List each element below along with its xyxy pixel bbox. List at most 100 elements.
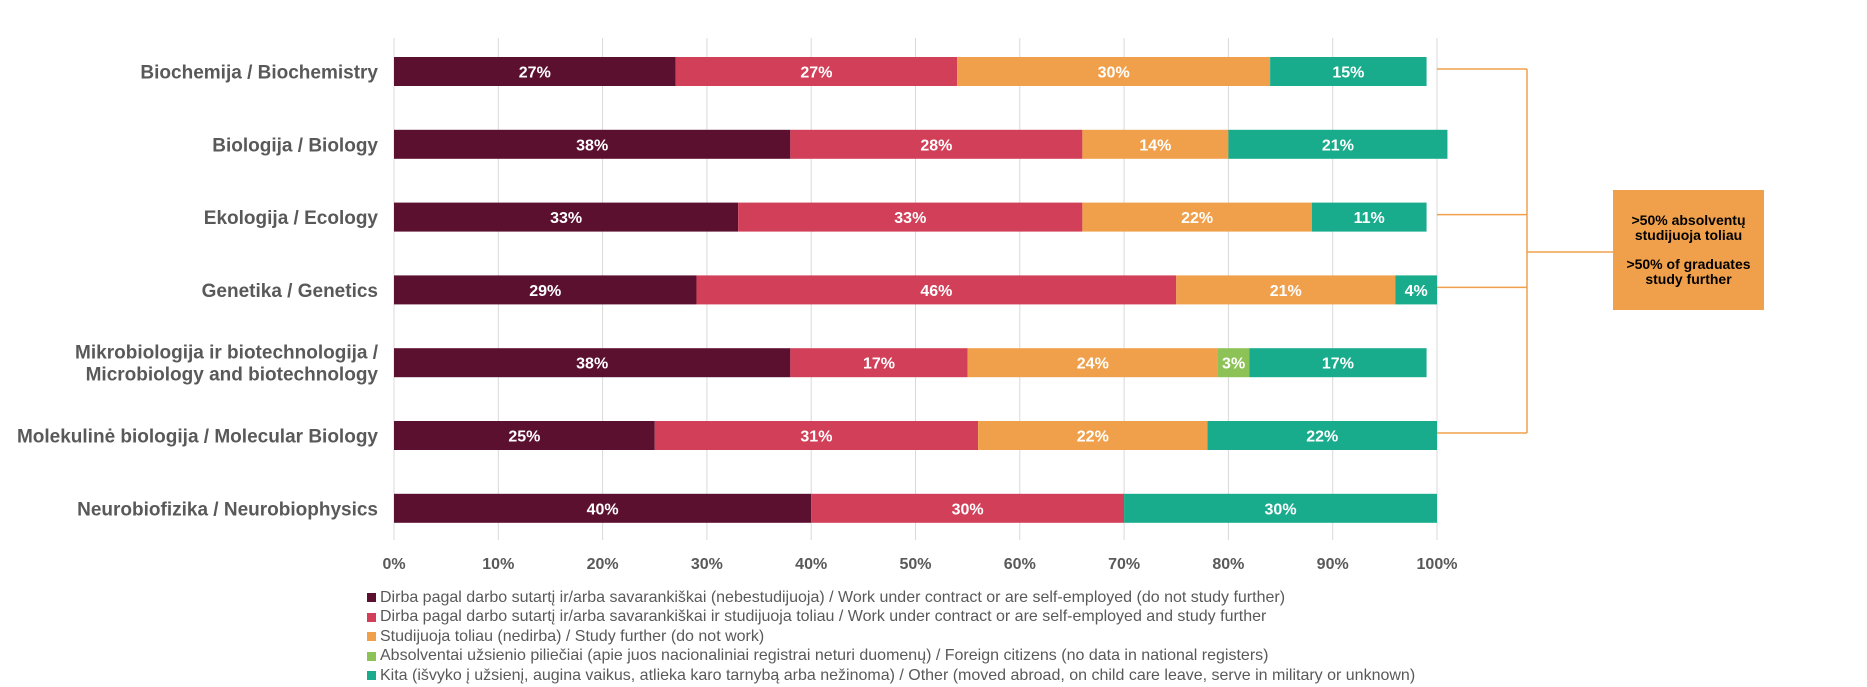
data-label: 27% — [800, 65, 832, 82]
x-tick-label: 60% — [1004, 556, 1036, 573]
note-box: >50% absolventų studijuoja toliau >50% o… — [1613, 190, 1764, 310]
data-label: 40% — [587, 501, 619, 518]
data-label: 30% — [952, 501, 984, 518]
legend-swatch — [367, 593, 376, 603]
legend-item: Dirba pagal darbo sutartį ir/arba savara… — [367, 608, 1415, 628]
data-label: 24% — [1077, 356, 1109, 373]
legend-label: Dirba pagal darbo sutartį ir/arba savara… — [380, 588, 1286, 606]
data-label: 4% — [1405, 283, 1428, 300]
bar-segment — [790, 129, 1083, 159]
x-tick-label: 30% — [691, 556, 723, 573]
legend-swatch — [367, 651, 376, 661]
data-label: 38% — [576, 356, 608, 373]
note-bracket — [1437, 68, 1613, 434]
bar-segment — [394, 421, 655, 450]
bar-segment — [1228, 129, 1448, 159]
x-tick-label: 10% — [482, 556, 514, 573]
bar-segment — [1395, 275, 1437, 305]
data-label: 22% — [1181, 210, 1213, 227]
data-label: 33% — [550, 210, 582, 227]
legend-swatch — [367, 612, 376, 622]
x-tick-label: 50% — [899, 556, 931, 573]
bar-segment — [957, 57, 1271, 86]
data-label: 38% — [576, 137, 608, 154]
x-axis-ticks: 0% 10% 20% 30% 40% 50% 60% 70% 80% 90% 100% — [382, 556, 1457, 573]
bar-segment — [394, 202, 739, 232]
data-label: 46% — [920, 283, 952, 300]
data-label: 21% — [1270, 283, 1302, 300]
category-label: Genetika / Genetics — [202, 281, 378, 302]
data-label: 30% — [1265, 501, 1297, 518]
legend-item: Kita (išvyko į užsienį, augina vaikus, a… — [367, 666, 1415, 686]
data-label: 11% — [1354, 210, 1385, 227]
bar-segment — [1217, 348, 1250, 378]
bar-segment — [394, 493, 812, 523]
data-label: 33% — [894, 210, 926, 227]
note-line-3: >50% of graduates — [1626, 256, 1751, 272]
data-label: 22% — [1306, 429, 1338, 446]
data-label: 27% — [519, 65, 551, 82]
bar-segment — [696, 275, 1177, 305]
category-label: Molekulinė biologija / Molecular Biology — [17, 427, 378, 448]
note-line-1: >50% absolventų — [1631, 212, 1746, 228]
category-label: Biologija / Biology — [212, 135, 378, 156]
x-tick-label: 70% — [1108, 556, 1140, 573]
bar-segment — [811, 493, 1125, 523]
category-label: Biochemija / Biochemistry — [140, 63, 378, 84]
bar-segment — [1082, 129, 1229, 159]
x-tick-label: 80% — [1212, 556, 1244, 573]
note-line-2: studijuoja toliau — [1634, 227, 1743, 243]
category-label: Ekologija / Ecology — [204, 208, 379, 229]
data-label: 28% — [920, 137, 952, 154]
bar-segment — [654, 421, 979, 450]
data-label: 31% — [800, 429, 832, 446]
x-tick-label: 40% — [795, 556, 827, 573]
legend-item: Studijuoja toliau (nedirba) / Study furt… — [367, 627, 1415, 647]
bar-segment — [394, 275, 697, 305]
x-tick-label: 90% — [1317, 556, 1349, 573]
bar-segment — [1176, 275, 1396, 305]
data-label: 29% — [529, 283, 561, 300]
bar-segment — [1270, 57, 1427, 86]
bar-segment — [790, 348, 968, 378]
data-label: 22% — [1077, 429, 1109, 446]
category-label: Neurobiofizika / Neurobiophysics — [77, 499, 378, 520]
bar-segment — [978, 421, 1208, 450]
data-label: 17% — [863, 356, 895, 373]
legend-label: Absolventai užsienio piliečiai (apie juo… — [380, 647, 1269, 665]
data-label: 17% — [1322, 356, 1354, 373]
category-labels: Biochemija / Biochemistry Biologija / Bio… — [17, 63, 379, 521]
bar-segment — [1124, 493, 1437, 523]
x-tick-label: 100% — [1417, 556, 1458, 573]
x-tick-label: 20% — [587, 556, 619, 573]
legend-item: Absolventai užsienio piliečiai (apie juo… — [367, 647, 1415, 667]
x-tick-label: 0% — [382, 556, 405, 573]
data-label: 14% — [1139, 137, 1171, 154]
bar-layer: 27% 27% 30% 15% 38% 28% 14% 21% 33% 33% 22% 11% 29% 4… — [394, 57, 1448, 523]
legend-label: Dirba pagal darbo sutartį ir/arba savara… — [380, 608, 1267, 626]
bar-segment — [394, 57, 676, 86]
legend-label: Studijuoja toliau (nedirba) / Study furt… — [380, 627, 765, 645]
data-label: 21% — [1322, 137, 1354, 154]
data-label: 30% — [1098, 65, 1130, 82]
bar-segment — [1249, 348, 1427, 378]
data-label: 15% — [1332, 65, 1364, 82]
bar-segment — [738, 202, 1083, 232]
legend-swatch — [367, 671, 376, 681]
data-label: 25% — [508, 429, 540, 446]
bar-segment — [1311, 202, 1427, 232]
legend-label: Kita (išvyko į užsienį, augina vaikus, a… — [380, 666, 1416, 684]
legend-swatch — [367, 632, 376, 642]
category-label: Mikrobiologija ir biotechnologija / Micro… — [75, 343, 379, 386]
bar-segment — [967, 348, 1218, 378]
legend: Dirba pagal darbo sutartį ir/arba savara… — [367, 588, 1415, 686]
data-label: 3% — [1222, 356, 1245, 373]
bar-segment — [1207, 421, 1437, 450]
note-line-4: study further — [1645, 271, 1732, 287]
bar-segment — [1082, 202, 1312, 232]
bar-segment — [394, 348, 791, 378]
bar-segment — [675, 57, 958, 86]
bar-segment — [394, 129, 791, 159]
legend-item: Dirba pagal darbo sutartį ir/arba savara… — [367, 588, 1415, 608]
